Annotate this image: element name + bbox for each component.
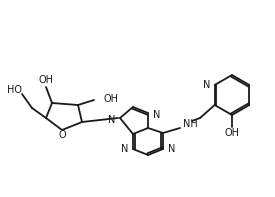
Text: O: O xyxy=(58,130,66,140)
Text: OH: OH xyxy=(224,128,240,138)
Text: OH: OH xyxy=(104,94,119,104)
Text: N: N xyxy=(108,115,115,125)
Text: N: N xyxy=(203,80,211,90)
Text: NH: NH xyxy=(183,119,198,129)
Text: N: N xyxy=(153,110,160,120)
Text: N: N xyxy=(168,144,175,154)
Text: OH: OH xyxy=(39,75,54,85)
Text: N: N xyxy=(121,144,128,154)
Text: HO: HO xyxy=(7,85,23,95)
